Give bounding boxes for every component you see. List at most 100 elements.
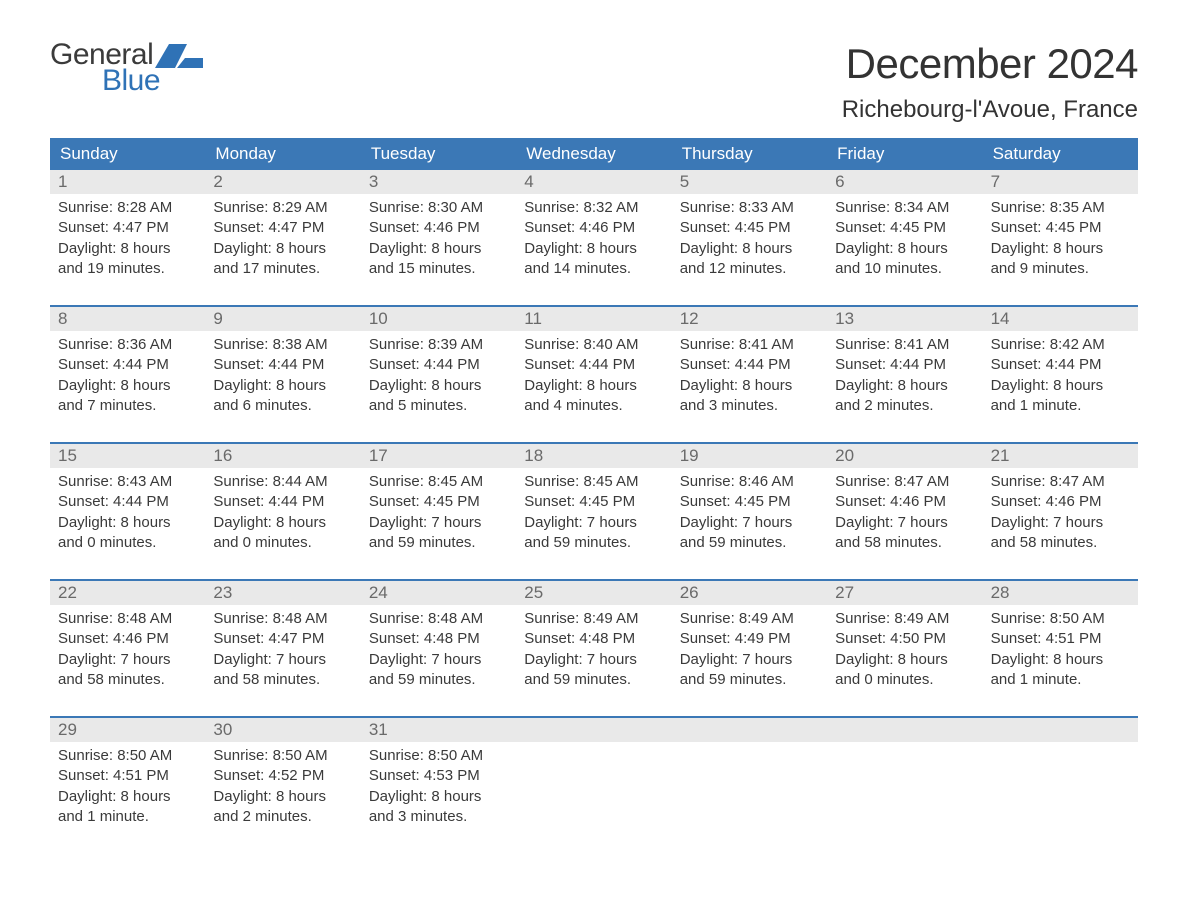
day-sunset: Sunset: 4:45 PM [680,218,819,238]
day-number: 18 [516,444,671,468]
day-cell: Sunrise: 8:47 AMSunset: 4:46 PMDaylight:… [983,468,1138,565]
day-sunrise: Sunrise: 8:46 AM [680,472,819,492]
day-sunset: Sunset: 4:50 PM [835,629,974,649]
weekday-label: Thursday [672,138,827,170]
day-dl1: Daylight: 8 hours [213,376,352,396]
week-row: 891011121314Sunrise: 8:36 AMSunset: 4:44… [50,305,1138,428]
day-sunset: Sunset: 4:46 PM [58,629,197,649]
day-cell: Sunrise: 8:43 AMSunset: 4:44 PMDaylight:… [50,468,205,565]
day-number: 5 [672,170,827,194]
daynum-row: 1234567 [50,170,1138,194]
day-sunrise: Sunrise: 8:48 AM [213,609,352,629]
day-sunset: Sunset: 4:49 PM [680,629,819,649]
day-cell: Sunrise: 8:50 AMSunset: 4:51 PMDaylight:… [50,742,205,839]
day-cell: Sunrise: 8:40 AMSunset: 4:44 PMDaylight:… [516,331,671,428]
week-row: 22232425262728Sunrise: 8:48 AMSunset: 4:… [50,579,1138,702]
day-dl2: and 19 minutes. [58,259,197,279]
daynum-row: 22232425262728 [50,581,1138,605]
day-dl2: and 59 minutes. [524,670,663,690]
day-number [827,718,982,742]
day-number: 15 [50,444,205,468]
day-cell: Sunrise: 8:42 AMSunset: 4:44 PMDaylight:… [983,331,1138,428]
day-number: 25 [516,581,671,605]
day-cell: Sunrise: 8:41 AMSunset: 4:44 PMDaylight:… [827,331,982,428]
day-sunrise: Sunrise: 8:38 AM [213,335,352,355]
day-cell [672,742,827,839]
day-cell: Sunrise: 8:49 AMSunset: 4:49 PMDaylight:… [672,605,827,702]
day-dl2: and 3 minutes. [680,396,819,416]
day-sunset: Sunset: 4:45 PM [835,218,974,238]
day-number: 16 [205,444,360,468]
day-dl2: and 6 minutes. [213,396,352,416]
day-cell: Sunrise: 8:45 AMSunset: 4:45 PMDaylight:… [361,468,516,565]
day-dl2: and 3 minutes. [369,807,508,827]
day-dl1: Daylight: 8 hours [369,376,508,396]
day-cell: Sunrise: 8:46 AMSunset: 4:45 PMDaylight:… [672,468,827,565]
day-cell: Sunrise: 8:49 AMSunset: 4:48 PMDaylight:… [516,605,671,702]
day-dl2: and 59 minutes. [524,533,663,553]
day-dl2: and 9 minutes. [991,259,1130,279]
day-number: 13 [827,307,982,331]
day-sunrise: Sunrise: 8:50 AM [991,609,1130,629]
day-sunset: Sunset: 4:44 PM [369,355,508,375]
day-number: 22 [50,581,205,605]
day-sunrise: Sunrise: 8:35 AM [991,198,1130,218]
weekday-label: Friday [827,138,982,170]
day-sunset: Sunset: 4:45 PM [680,492,819,512]
day-dl2: and 59 minutes. [369,533,508,553]
day-dl1: Daylight: 7 hours [991,513,1130,533]
day-cell: Sunrise: 8:28 AMSunset: 4:47 PMDaylight:… [50,194,205,291]
day-dl1: Daylight: 8 hours [58,787,197,807]
day-dl1: Daylight: 8 hours [991,376,1130,396]
day-number: 28 [983,581,1138,605]
weekday-header: Sunday Monday Tuesday Wednesday Thursday… [50,138,1138,170]
day-number: 20 [827,444,982,468]
day-sunset: Sunset: 4:44 PM [680,355,819,375]
day-sunset: Sunset: 4:47 PM [213,218,352,238]
day-sunset: Sunset: 4:46 PM [369,218,508,238]
day-cell: Sunrise: 8:48 AMSunset: 4:47 PMDaylight:… [205,605,360,702]
day-cell: Sunrise: 8:50 AMSunset: 4:51 PMDaylight:… [983,605,1138,702]
day-sunrise: Sunrise: 8:44 AM [213,472,352,492]
day-dl2: and 59 minutes. [680,670,819,690]
day-sunset: Sunset: 4:48 PM [369,629,508,649]
daynum-row: 293031 [50,718,1138,742]
day-number: 12 [672,307,827,331]
day-sunrise: Sunrise: 8:33 AM [680,198,819,218]
day-sunrise: Sunrise: 8:45 AM [369,472,508,492]
weekday-label: Saturday [983,138,1138,170]
day-dl1: Daylight: 8 hours [213,513,352,533]
day-sunrise: Sunrise: 8:49 AM [524,609,663,629]
day-number: 24 [361,581,516,605]
day-dl2: and 10 minutes. [835,259,974,279]
day-cell: Sunrise: 8:30 AMSunset: 4:46 PMDaylight:… [361,194,516,291]
day-dl1: Daylight: 8 hours [524,376,663,396]
day-dl2: and 5 minutes. [369,396,508,416]
day-dl1: Daylight: 8 hours [991,239,1130,259]
day-number: 21 [983,444,1138,468]
page-subtitle: Richebourg-l'Avoue, France [842,96,1138,124]
day-dl2: and 0 minutes. [835,670,974,690]
day-number: 19 [672,444,827,468]
day-sunrise: Sunrise: 8:29 AM [213,198,352,218]
day-sunrise: Sunrise: 8:41 AM [680,335,819,355]
day-cell: Sunrise: 8:33 AMSunset: 4:45 PMDaylight:… [672,194,827,291]
day-cell: Sunrise: 8:44 AMSunset: 4:44 PMDaylight:… [205,468,360,565]
day-sunrise: Sunrise: 8:30 AM [369,198,508,218]
day-dl1: Daylight: 8 hours [524,239,663,259]
day-cell: Sunrise: 8:45 AMSunset: 4:45 PMDaylight:… [516,468,671,565]
day-sunset: Sunset: 4:44 PM [524,355,663,375]
day-dl2: and 12 minutes. [680,259,819,279]
day-dl1: Daylight: 7 hours [835,513,974,533]
day-cell [827,742,982,839]
day-dl2: and 2 minutes. [835,396,974,416]
day-number: 26 [672,581,827,605]
day-number: 29 [50,718,205,742]
header: General Blue December 2024 Richebourg-l'… [50,40,1138,124]
day-cell: Sunrise: 8:39 AMSunset: 4:44 PMDaylight:… [361,331,516,428]
day-cell [983,742,1138,839]
weeks-container: 1234567Sunrise: 8:28 AMSunset: 4:47 PMDa… [50,170,1138,839]
day-number: 1 [50,170,205,194]
day-sunset: Sunset: 4:47 PM [213,629,352,649]
day-cell: Sunrise: 8:50 AMSunset: 4:53 PMDaylight:… [361,742,516,839]
